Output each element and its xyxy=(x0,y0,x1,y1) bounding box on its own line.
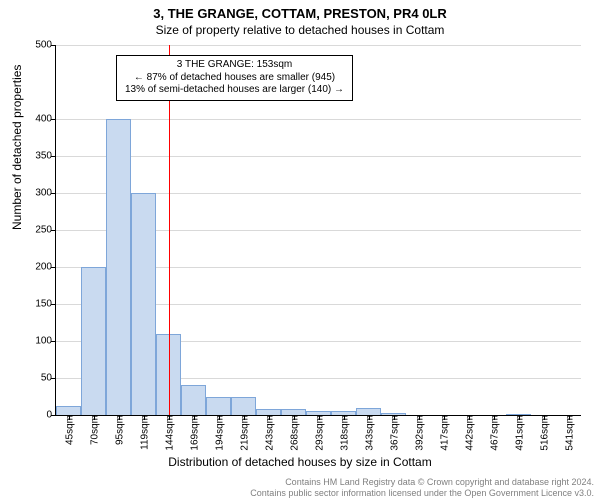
x-tick-label: 243sqm xyxy=(262,415,275,451)
x-tick-label: 293sqm xyxy=(312,415,325,451)
x-tick-label: 219sqm xyxy=(237,415,250,451)
y-tick-label: 400 xyxy=(35,114,56,125)
x-tick-label: 343sqm xyxy=(362,415,375,451)
annotation-line: 3 THE GRANGE: 153sqm xyxy=(125,59,344,72)
x-tick-label: 516sqm xyxy=(537,415,550,451)
histogram-bar xyxy=(206,397,231,416)
y-tick-label: 200 xyxy=(35,262,56,273)
y-tick-label: 350 xyxy=(35,151,56,162)
x-tick-label: 318sqm xyxy=(337,415,350,451)
grid-line xyxy=(56,45,581,46)
histogram-bar xyxy=(356,408,381,415)
grid-line xyxy=(56,156,581,157)
y-tick-label: 50 xyxy=(41,373,56,384)
histogram-bar xyxy=(181,385,206,415)
y-tick-label: 100 xyxy=(35,336,56,347)
annotation-line: ← 87% of detached houses are smaller (94… xyxy=(125,72,344,85)
y-tick-label: 0 xyxy=(46,410,56,421)
x-tick-label: 491sqm xyxy=(512,415,525,451)
x-tick-label: 541sqm xyxy=(562,415,575,451)
y-tick-label: 300 xyxy=(35,188,56,199)
histogram-bar xyxy=(231,397,256,416)
page-subtitle: Size of property relative to detached ho… xyxy=(0,21,600,37)
reference-line xyxy=(169,45,170,415)
x-tick-label: 367sqm xyxy=(387,415,400,451)
histogram-bar xyxy=(56,406,81,415)
histogram-bar xyxy=(131,193,156,415)
histogram-bar xyxy=(106,119,131,415)
x-tick-label: 392sqm xyxy=(412,415,425,451)
annotation-box: 3 THE GRANGE: 153sqm← 87% of detached ho… xyxy=(116,55,353,101)
annotation-line: 13% of semi-detached houses are larger (… xyxy=(125,84,344,97)
x-tick-label: 194sqm xyxy=(212,415,225,451)
y-tick-label: 250 xyxy=(35,225,56,236)
x-tick-label: 45sqm xyxy=(62,415,75,445)
x-tick-label: 144sqm xyxy=(162,415,175,451)
x-tick-label: 268sqm xyxy=(287,415,300,451)
y-axis-label: Number of detached properties xyxy=(10,65,24,230)
x-tick-label: 70sqm xyxy=(87,415,100,445)
histogram-bar xyxy=(81,267,106,415)
histogram-chart: 05010015020025030035040050045sqm70sqm95s… xyxy=(55,45,581,416)
x-tick-label: 417sqm xyxy=(437,415,450,451)
y-tick-label: 500 xyxy=(35,40,56,51)
grid-line xyxy=(56,119,581,120)
footer-line-1: Contains HM Land Registry data © Crown c… xyxy=(250,477,594,487)
footer-line-2: Contains public sector information licen… xyxy=(250,488,594,498)
x-tick-label: 169sqm xyxy=(187,415,200,451)
footer-credits: Contains HM Land Registry data © Crown c… xyxy=(250,477,594,498)
x-tick-label: 467sqm xyxy=(487,415,500,451)
y-tick-label: 150 xyxy=(35,299,56,310)
x-axis-label: Distribution of detached houses by size … xyxy=(0,455,600,469)
x-tick-label: 119sqm xyxy=(137,415,150,450)
x-tick-label: 95sqm xyxy=(112,415,125,445)
x-tick-label: 442sqm xyxy=(462,415,475,451)
page-title: 3, THE GRANGE, COTTAM, PRESTON, PR4 0LR xyxy=(0,0,600,21)
